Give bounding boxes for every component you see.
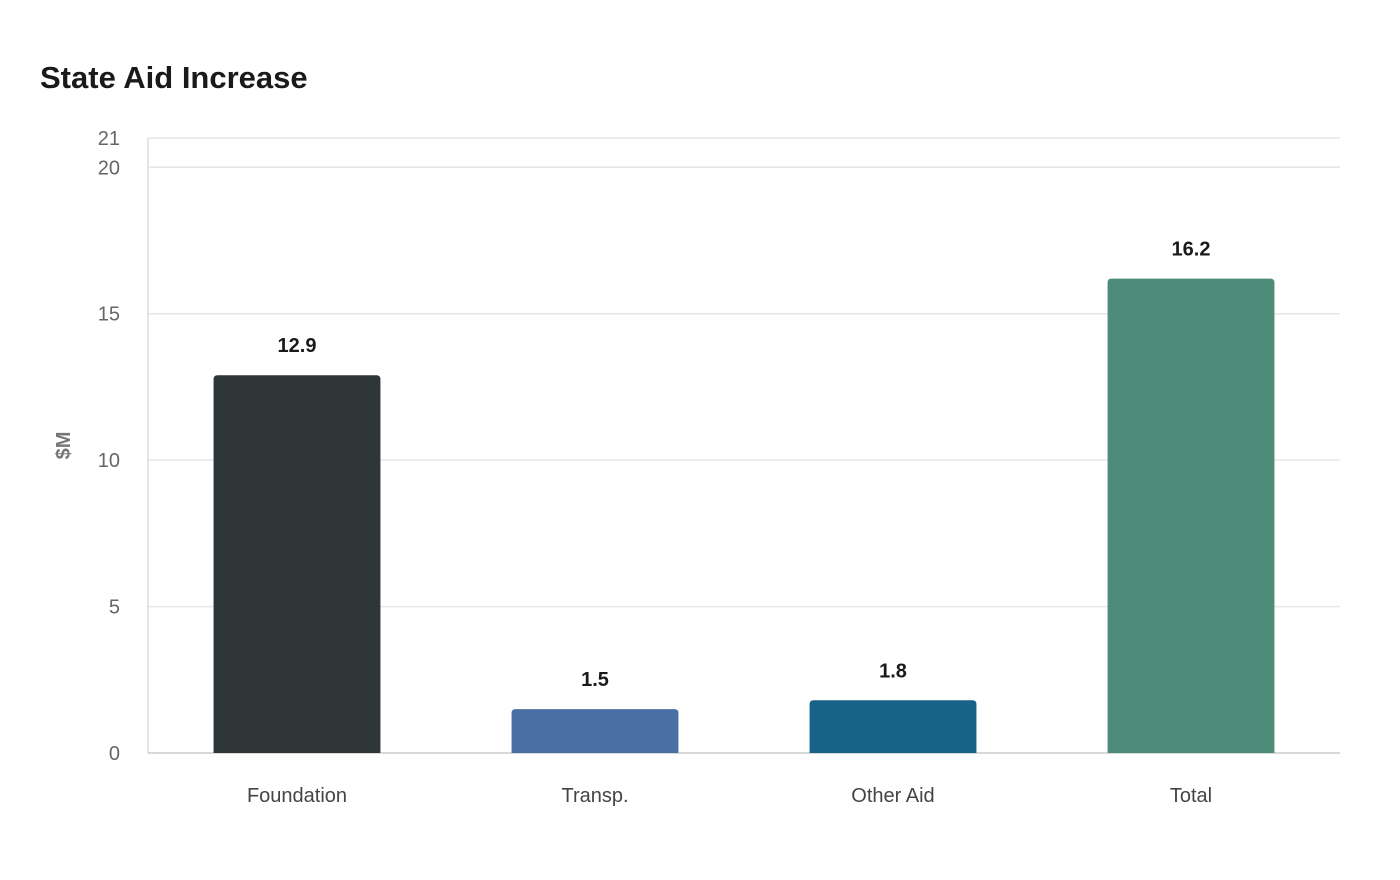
y-tick-label: 5 <box>109 597 120 619</box>
x-tick-label: Transp. <box>561 785 628 807</box>
labels: 12.9 Foundation 1.5 Transp. 1.8 Other Aid 16.2… <box>247 239 1212 807</box>
data-label: 1.5 <box>581 669 609 691</box>
data-label: 1.8 <box>879 660 907 682</box>
y-tick-label: 0 <box>109 743 120 765</box>
bar-transp <box>511 709 679 753</box>
x-tick-label: Foundation <box>247 785 347 807</box>
bar-foundation <box>213 375 381 753</box>
bar-total <box>1107 278 1275 753</box>
y-tick-label: 10 <box>98 450 120 472</box>
data-label: 12.9 <box>278 335 317 357</box>
y-axis-title: $M <box>53 432 75 460</box>
chart-title: State Aid Increase <box>40 60 308 95</box>
x-tick-label: Other Aid <box>851 785 934 807</box>
bars <box>213 278 1275 753</box>
y-tick-label: 20 <box>98 157 120 179</box>
bar-other-aid <box>809 700 977 753</box>
data-label: 16.2 <box>1172 239 1211 261</box>
x-tick-label: Total <box>1170 785 1212 807</box>
y-tick-label: 15 <box>98 304 120 326</box>
y-tick-label: 21 <box>98 128 120 150</box>
